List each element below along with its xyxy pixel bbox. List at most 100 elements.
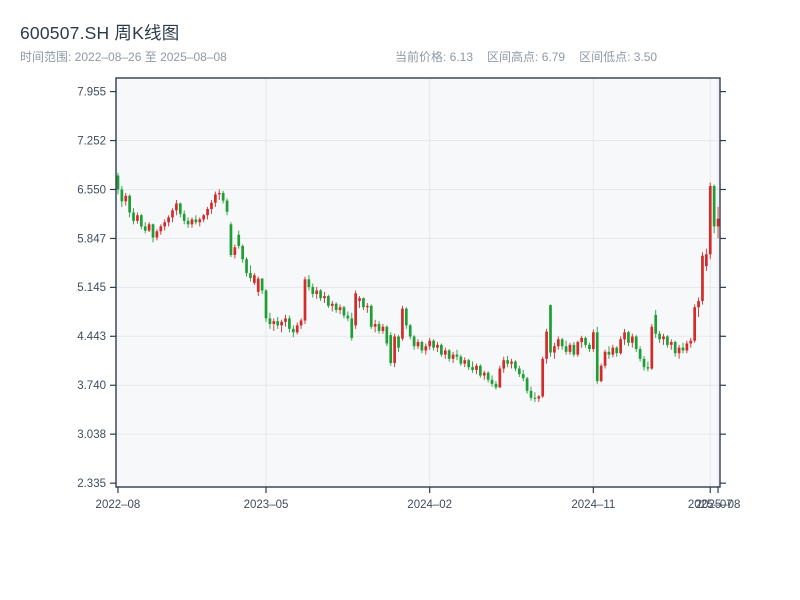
candle-body [132,212,135,221]
candle-body [708,185,712,255]
candle-body [385,326,389,344]
candle-body [346,315,350,319]
candle-body [159,226,163,232]
candle-body [307,279,311,288]
candle-body [669,342,673,345]
candle-body [716,218,720,227]
plot-area [116,78,720,487]
candle-body [689,340,693,344]
candle-body [194,219,198,223]
candle-body [580,337,584,343]
candle-body [541,358,545,397]
candle-body [475,365,478,370]
candle-body [432,340,435,348]
axes: 7.955 7.252 6.550 5.847 5.145 4.443 3.740 3.038… [77,86,740,511]
candle-body [362,298,365,308]
candle-body [521,374,525,379]
candle-body [369,305,373,327]
candle-body [619,339,622,354]
candle-body [634,336,638,350]
y-axis-label: 2.335 [77,478,106,490]
candle-body [673,342,677,354]
candle-body [190,219,194,225]
candle-body [588,344,591,350]
candle-body [529,390,533,398]
date-range-subtitle: 时间范围: 2022–08–26 至 2025–08–08 [20,50,227,64]
candle-body [408,325,412,337]
candle-body [342,307,346,316]
candle-body [447,350,451,359]
candle-body [397,336,400,348]
candle-body [214,194,217,203]
candle-body [693,307,697,341]
candle-body [303,279,307,321]
candle-body [654,314,658,334]
candle-body [210,202,213,209]
candle-body [245,259,248,274]
candle-body [334,303,338,311]
candle-body [412,336,416,347]
candle-body [202,215,206,220]
candle-body [517,368,521,375]
x-axis-label: 2024–11 [571,499,615,511]
candle-body [666,336,669,345]
candle-body [323,296,326,299]
candle-body [252,275,256,283]
candle-body [662,336,665,340]
candle-body [233,247,237,255]
candle-body [584,337,587,345]
candle-body [525,378,529,391]
candle-body [638,349,642,359]
candle-body [592,332,595,350]
y-axis-label: 7.252 [77,135,106,147]
candle-body [572,344,576,355]
candle-body [549,305,552,353]
candle-body [630,336,634,343]
current-price-stat: 当前价格: 6.13 [395,50,474,64]
x-axis-label: 2025–08 [696,499,741,511]
candle-body [440,344,443,355]
candle-body [276,321,280,326]
candle-body [471,367,474,370]
candle-body [486,372,490,380]
y-axis-label: 5.847 [77,233,106,245]
candle-body [576,342,580,355]
candle-body [264,290,268,319]
range-high-stat: 区间高点: 6.79 [487,50,566,64]
candle-body [268,318,272,324]
x-axis-label: 2025–07 [688,499,733,511]
candle-body [291,328,295,333]
candle-body [171,210,174,218]
candle-body [139,215,143,227]
candle-body [424,346,428,351]
candle-body [182,213,186,221]
candle-body [365,305,369,308]
candle-body [623,332,626,340]
candle-body [175,203,178,211]
candle-body [284,318,287,322]
candle-body [553,346,556,353]
candle-body [642,358,646,368]
x-axis-label: 2024–02 [407,499,452,511]
candle-body [599,365,603,382]
candle-body [373,323,377,327]
candle-body [428,340,432,347]
candle-body [327,296,330,306]
candle-body [377,323,381,331]
candle-body [389,335,393,363]
candle-body [128,195,131,213]
candle-body [315,290,319,294]
candle-body [319,290,322,299]
candle-body [490,379,494,384]
candle-body [607,351,611,355]
candle-body [564,346,568,352]
candle-body [627,332,630,343]
page-title: 600507.SH 周K线图 [20,23,180,43]
candle-body [229,224,233,255]
plot-border [115,77,721,488]
candle-body [295,325,299,333]
candle-body [556,339,560,347]
candle-body [198,219,202,223]
